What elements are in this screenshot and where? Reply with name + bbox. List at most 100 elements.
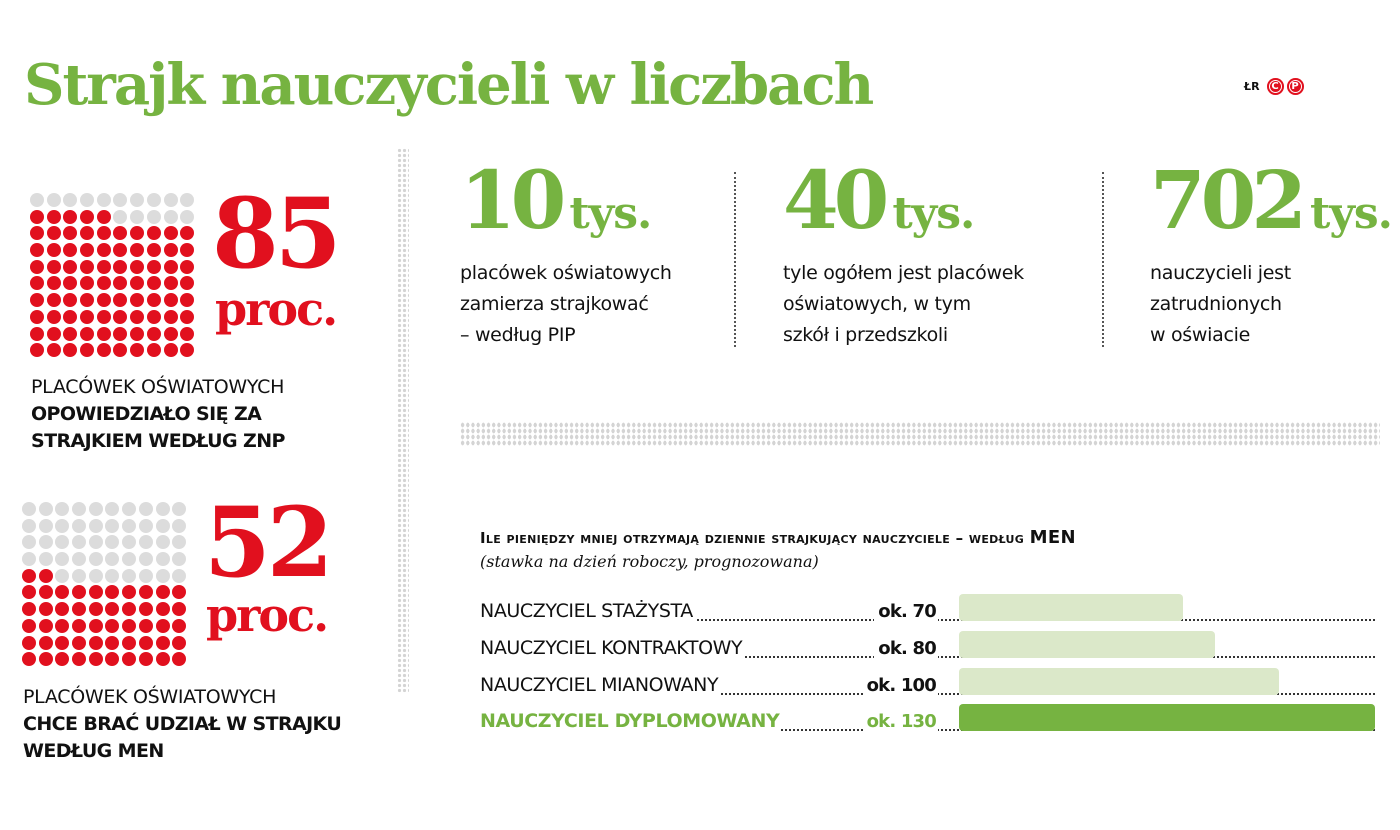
waffle-dot — [96, 309, 111, 324]
waffle-dot — [130, 259, 145, 274]
waffle-dot — [105, 652, 120, 667]
waffle-dot — [130, 343, 145, 358]
waffle-dot — [163, 209, 178, 224]
waffle-dot — [72, 518, 87, 533]
bar-label: NAUCZYCIEL STAŻYSTA — [480, 600, 695, 622]
horizontal-dotted-band — [460, 422, 1380, 446]
waffle-dot — [105, 535, 120, 550]
waffle-dot — [163, 293, 178, 308]
waffle-dot — [105, 568, 120, 583]
waffle-dot — [105, 518, 120, 533]
waffle-dot — [105, 502, 120, 516]
waffle-dot — [72, 652, 87, 667]
waffle-dot — [72, 552, 87, 567]
waffle-dot — [55, 618, 70, 633]
waffle-dot — [155, 585, 170, 600]
bar-chart-title: Ile pieniędzy mniej otrzymają dziennie s… — [480, 527, 1076, 548]
waffle-dot — [105, 552, 120, 567]
waffle-dot — [63, 326, 78, 341]
waffle-dot — [130, 243, 145, 258]
waffle-dot — [172, 552, 187, 567]
credits: ŁR C P — [1244, 78, 1304, 95]
waffle-dot — [172, 518, 187, 533]
waffle-dot — [80, 326, 95, 341]
waffle-dot — [113, 243, 128, 258]
waffle-dot — [155, 618, 170, 633]
waffle-dot — [63, 293, 78, 308]
waffle-dot — [180, 276, 195, 291]
waffle-dot — [122, 635, 137, 650]
waffle-dot — [80, 276, 95, 291]
bar-row: NAUCZYCIEL KONTRAKTOWY ok. 80 — [480, 629, 1375, 663]
waffle-dot — [46, 226, 61, 241]
waffle-dot — [30, 343, 44, 358]
bar-row: NAUCZYCIEL MIANOWANY ok. 100 — [480, 666, 1375, 700]
stat-caption-52: PLACÓWEK OŚWIATOWYCH CHCE BRAĆ UDZIAŁ W … — [23, 686, 342, 762]
stat-702-tys: 702 tys. nauczycieli jest zatrudnionych w… — [1150, 160, 1393, 351]
waffle-dot — [130, 193, 145, 207]
waffle-dot — [163, 309, 178, 324]
waffle-dot — [146, 209, 161, 224]
waffle-dot — [63, 276, 78, 291]
waffle-dot — [155, 568, 170, 583]
bar-chart-subtitle: (stawka na dzień roboczy, prognozowana) — [480, 552, 819, 571]
waffle-dot — [38, 585, 53, 600]
waffle-dot — [146, 276, 161, 291]
waffle-dot — [138, 585, 153, 600]
waffle-dot — [63, 259, 78, 274]
author-initials: ŁR — [1244, 80, 1260, 93]
waffle-dot — [88, 585, 103, 600]
waffle-dot — [22, 618, 36, 633]
waffle-dot — [146, 326, 161, 341]
waffle-dot — [146, 309, 161, 324]
waffle-dot — [46, 276, 61, 291]
waffle-dot — [22, 635, 36, 650]
waffle-dot — [172, 635, 187, 650]
waffle-dot — [96, 259, 111, 274]
waffle-dot — [163, 226, 178, 241]
waffle-dot — [163, 259, 178, 274]
waffle-dot — [30, 209, 44, 224]
waffle-dot — [80, 226, 95, 241]
waffle-dot — [172, 585, 187, 600]
waffle-dot — [163, 243, 178, 258]
waffle-dot — [155, 502, 170, 516]
waffle-dot — [38, 568, 53, 583]
waffle-dot — [88, 502, 103, 516]
waffle-dot — [105, 585, 120, 600]
bar — [959, 594, 1183, 621]
waffle-dot — [46, 209, 61, 224]
waffle-dot — [113, 193, 128, 207]
waffle-dot — [63, 243, 78, 258]
waffle-dot — [72, 618, 87, 633]
waffle-dot — [155, 635, 170, 650]
waffle-dot — [46, 309, 61, 324]
waffle-dot — [55, 535, 70, 550]
waffle-dot — [130, 226, 145, 241]
waffle-dot — [22, 585, 36, 600]
bar-row: NAUCZYCIEL DYPLOMOWANY ok. 130 — [480, 702, 1375, 736]
waffle-dot — [113, 276, 128, 291]
waffle-dot — [138, 518, 153, 533]
stat-number-52: 52 — [204, 486, 334, 599]
page-title: Strajk nauczycieli w liczbach — [24, 52, 874, 118]
waffle-dot — [30, 259, 44, 274]
stat-10-tys: 10 tys. placówek oświatowych zamierza str… — [460, 160, 672, 351]
waffle-dot — [22, 652, 36, 667]
waffle-dot — [55, 552, 70, 567]
stat-40-tys: 40 tys. tyle ogółem jest placówek oświato… — [783, 160, 1024, 351]
waffle-dot — [122, 652, 137, 667]
waffle-dot — [155, 652, 170, 667]
waffle-dot — [96, 293, 111, 308]
waffle-dot — [180, 209, 195, 224]
waffle-dot — [22, 502, 36, 516]
waffle-dot — [155, 535, 170, 550]
waffle-dot — [38, 652, 53, 667]
waffle-dot — [172, 652, 187, 667]
waffle-dot — [180, 293, 195, 308]
waffle-dot — [55, 502, 70, 516]
bar-value: ok. 80 — [874, 638, 938, 659]
waffle-dot — [163, 276, 178, 291]
waffle-dot — [88, 552, 103, 567]
waffle-dot — [22, 535, 36, 550]
